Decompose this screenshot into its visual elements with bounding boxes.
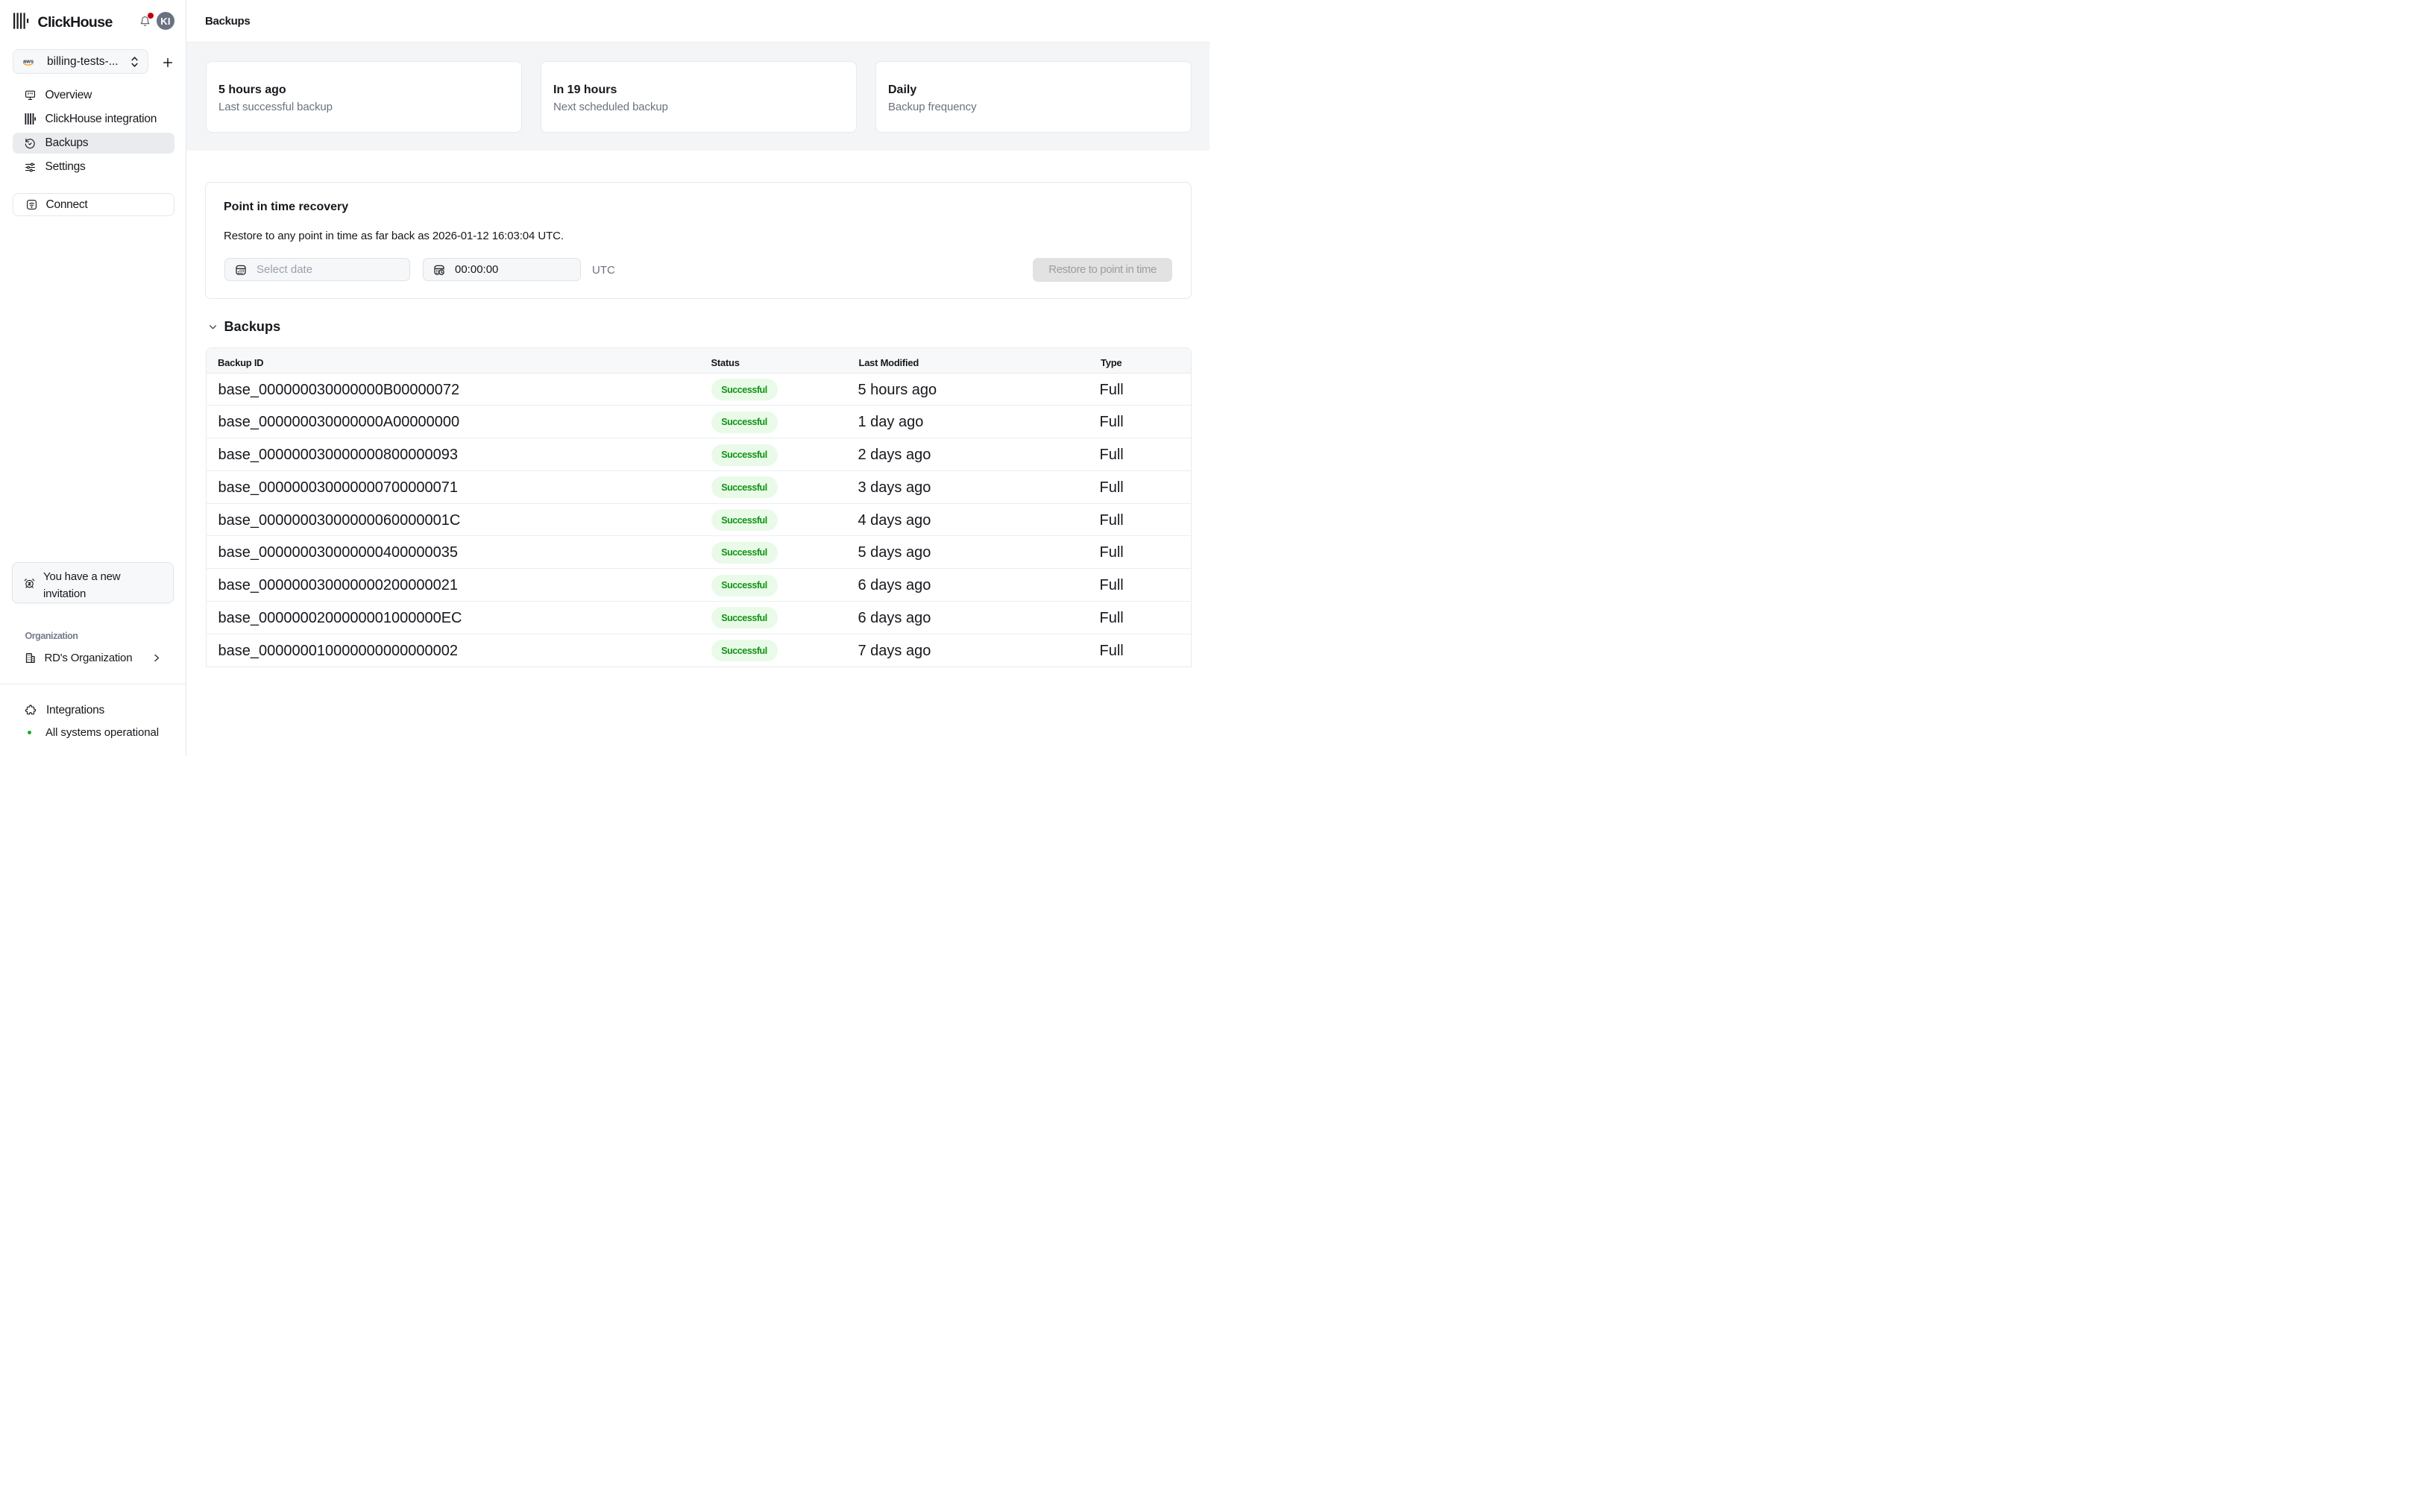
svg-text:aws: aws [23, 57, 34, 64]
